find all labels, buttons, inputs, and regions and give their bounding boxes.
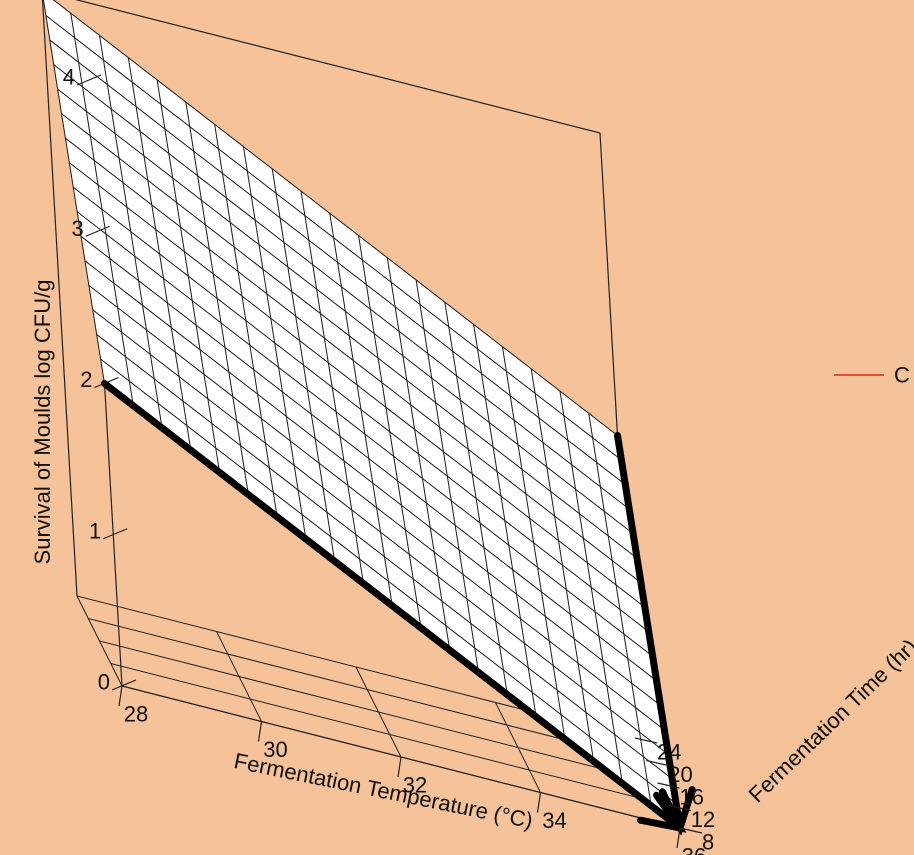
z-tick-labels: 0 1 2 3 4 (63, 65, 110, 695)
x-tick-mark (118, 685, 123, 707)
annotation-label: C (894, 363, 910, 388)
floor-grid-line-y (110, 663, 669, 806)
y-tick-label: 16 (680, 785, 704, 810)
y-axis-title: Fermentation Time (hr) (744, 634, 914, 807)
x-tick-mark (536, 792, 542, 813)
mesh-line-temperature (69, 162, 646, 608)
x-tick-mark (257, 721, 263, 742)
top-edge-back (74, 0, 601, 134)
mesh-line-temperature (96, 334, 673, 780)
z-tick-label: 0 (98, 670, 110, 695)
mesh-line-temperature (65, 137, 642, 584)
y-tick-mark (657, 782, 680, 789)
mesh-line-temperature (72, 186, 650, 633)
z-axis-title: Survival of Moulds log CFU/g (30, 280, 55, 565)
x-tick-label: 34 (542, 808, 566, 833)
y-tick-label: 20 (668, 762, 692, 787)
mesh-line-temperature (84, 260, 661, 706)
mesh-line-temperature (61, 113, 638, 559)
x-tick-labels: 28 30 32 34 36 (124, 702, 706, 855)
x-tick-label: 30 (263, 737, 287, 762)
z-tick-label: 2 (80, 367, 92, 392)
mesh-line-temperature (57, 88, 634, 535)
y-tick-mark (668, 804, 691, 812)
x-tick-mark (397, 756, 402, 778)
y-tick-mark (646, 759, 669, 767)
z-tick-label: 1 (89, 518, 101, 543)
y-tick-mark (634, 737, 658, 744)
mesh-line-temperature (49, 39, 626, 485)
front-edge-arrow (101, 380, 684, 832)
y-tick-label: 8 (702, 830, 714, 855)
floor-grid-line-y (99, 640, 658, 784)
mesh-line-temperature (80, 235, 657, 682)
mesh-line-temperature (100, 358, 677, 804)
z-tick-label: 4 (63, 65, 75, 90)
x-tick-label: 28 (124, 702, 148, 727)
z-tick-mark (85, 225, 110, 237)
x-tick-label: 36 (682, 844, 706, 855)
vertical-edge-back (41, 0, 78, 597)
x-axis-title: Fermentation Temperature (°C) (232, 748, 535, 833)
y-tick-label: 24 (657, 740, 681, 765)
z-tick-mark (111, 679, 137, 691)
x-tick-label: 32 (403, 773, 427, 798)
y-tick-mark (679, 827, 703, 834)
mesh-line-temperature (45, 15, 622, 461)
z-tick-label: 3 (72, 216, 84, 241)
mesh-line-temperature (88, 284, 665, 731)
mesh-line-temperature (52, 0, 618, 436)
tick-marks (76, 74, 703, 849)
right-edge-arrow (614, 432, 684, 832)
z-tick-mark (94, 376, 119, 389)
z-tick-mark (103, 528, 128, 540)
y-tick-label: 12 (691, 807, 715, 832)
x-tick-mark (676, 827, 681, 849)
floor-grid-line-y (88, 618, 647, 761)
mesh-line-temperature (92, 309, 669, 755)
mesh-line-temperature (53, 64, 630, 510)
z-tick-mark (76, 74, 102, 86)
mesh-line-temperature (76, 211, 653, 657)
